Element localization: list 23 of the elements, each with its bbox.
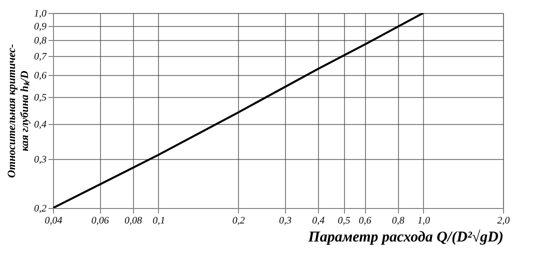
y-tick-label: 0,7 — [34, 52, 48, 63]
x-axis-title: Параметр расхода Q/(D²√gD) — [307, 230, 504, 246]
y-tick-label: 0,6 — [34, 70, 46, 82]
y-tick-label: 0,4 — [34, 120, 46, 131]
y-axis-title: Относительная критичес- кая глубина hₖ/D — [6, 44, 31, 178]
x-tick-label: 1,0 — [418, 216, 430, 226]
x-tick-label: 0,3 — [279, 216, 292, 226]
x-tick-label: 0,1 — [152, 216, 166, 226]
x-tick-label: 0,04 — [44, 216, 62, 226]
x-tick-label: 0,4 — [312, 216, 325, 226]
x-tick-label: 0,08 — [124, 216, 142, 226]
y-tick-label: 1,0 — [34, 8, 46, 20]
x-tick-label: 0,2 — [232, 216, 245, 226]
y-tick-label: 0,8 — [34, 36, 46, 47]
y-tick-label: 0,2 — [34, 204, 46, 214]
x-tick-label: 2,0 — [497, 216, 510, 226]
y-tick-label: 0,5 — [34, 92, 46, 104]
x-tick-label: 0,6 — [358, 216, 372, 226]
y-tick-label: 0,9 — [34, 21, 46, 32]
y-tick-label: 0,3 — [34, 154, 46, 166]
x-tick-label: 0,06 — [91, 216, 109, 226]
x-tick-label: 0,8 — [392, 216, 404, 226]
x-tick-label: 0,5 — [338, 216, 350, 226]
